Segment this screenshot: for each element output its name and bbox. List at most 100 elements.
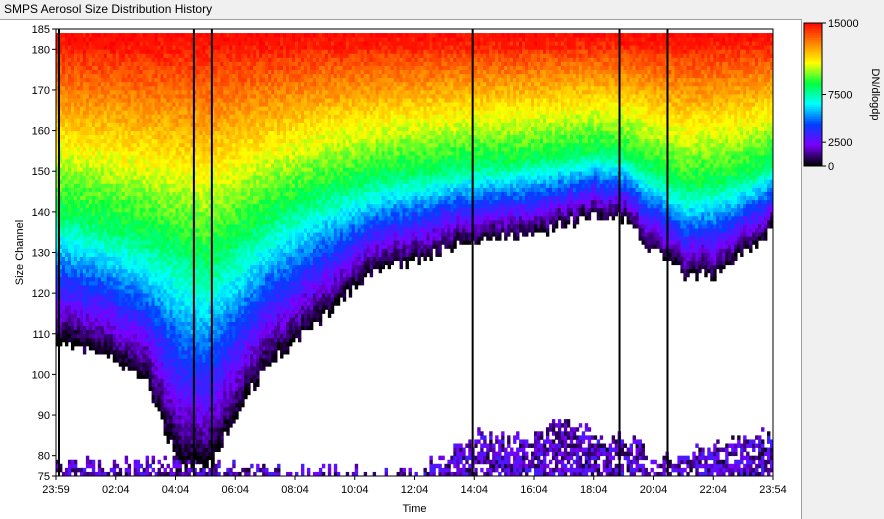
heatmap-cell — [100, 289, 105, 294]
heatmap-cell — [178, 236, 182, 241]
heatmap-cell — [211, 94, 215, 99]
heatmap-cell — [169, 61, 173, 66]
heatmap-cell — [118, 325, 123, 331]
heatmap-cell — [196, 394, 200, 400]
heatmap-cell — [142, 45, 147, 50]
heatmap-cell — [193, 85, 197, 91]
heatmap-cell — [154, 65, 158, 71]
heatmap-cell — [163, 350, 167, 355]
heatmap-cell — [205, 386, 209, 392]
heatmap-cell — [136, 325, 141, 331]
heatmap-cell — [202, 309, 206, 314]
heatmap-cell — [106, 45, 111, 50]
heatmap-cell — [193, 256, 197, 262]
heatmap-cell — [130, 187, 135, 192]
heatmap-cell — [163, 305, 167, 310]
heatmap-cell — [76, 280, 81, 286]
heatmap-cell — [160, 142, 164, 148]
heatmap-cell — [163, 301, 167, 306]
heatmap-cell — [103, 110, 108, 115]
heatmap-cell — [166, 354, 170, 359]
heatmap-cell — [196, 236, 200, 241]
heatmap-cell — [178, 378, 182, 383]
heatmap-cell — [172, 309, 176, 314]
heatmap-cell — [85, 236, 90, 241]
heatmap-cell — [148, 313, 152, 318]
heatmap-cell — [187, 382, 191, 387]
heatmap-cell — [178, 179, 182, 184]
heatmap-cell — [79, 114, 84, 119]
heatmap-cell — [94, 130, 99, 136]
heatmap-cell — [79, 333, 84, 339]
heatmap-cell — [85, 244, 90, 249]
heatmap-cell — [127, 350, 132, 355]
heatmap-cell — [109, 142, 114, 148]
heatmap-cell — [205, 94, 209, 99]
heatmap-cell — [58, 146, 63, 152]
heatmap-cell — [139, 33, 144, 38]
heatmap-cell — [190, 419, 194, 424]
heatmap-cell — [136, 285, 141, 290]
heatmap-cell — [217, 435, 221, 440]
heatmap-cell — [190, 150, 194, 156]
heatmap-cell — [190, 272, 194, 278]
heatmap-cell — [97, 159, 102, 164]
heatmap-cell — [157, 207, 161, 213]
heatmap-cell — [130, 122, 135, 127]
heatmap-cell — [67, 114, 72, 119]
heatmap-cell — [166, 236, 170, 241]
heatmap-cell — [196, 471, 200, 477]
heatmap-cell — [133, 89, 138, 95]
heatmap-cell — [112, 215, 117, 221]
heatmap-cell — [169, 264, 173, 270]
heatmap-cell — [82, 167, 87, 172]
heatmap-cell — [82, 138, 87, 144]
heatmap-cell — [169, 276, 173, 282]
heatmap-cell — [97, 228, 102, 233]
heatmap-cell — [187, 309, 191, 314]
heatmap-cell — [151, 98, 155, 103]
heatmap-cell — [130, 240, 135, 245]
heatmap-cell — [196, 191, 200, 197]
heatmap-cell — [67, 53, 72, 58]
heatmap-cell — [157, 390, 161, 396]
heatmap-cell — [142, 240, 147, 245]
heatmap-cell — [67, 45, 72, 50]
heatmap-cell — [145, 179, 150, 184]
heatmap-cell — [76, 236, 81, 241]
heatmap-cell — [112, 33, 117, 38]
heatmap-cell — [187, 435, 191, 440]
heatmap-cell — [154, 394, 158, 400]
heatmap-cell — [91, 134, 96, 140]
heatmap-cell — [172, 321, 176, 327]
heatmap-cell — [121, 61, 126, 66]
heatmap-cell — [175, 305, 179, 310]
heatmap-cell — [130, 333, 135, 339]
heatmap-cell — [118, 280, 123, 286]
heatmap-cell — [196, 81, 200, 87]
heatmap-cell — [181, 98, 185, 103]
heatmap-cell — [91, 337, 96, 343]
heatmap-cell — [100, 191, 105, 197]
heatmap-cell — [199, 211, 203, 217]
heatmap-cell — [85, 159, 90, 164]
heatmap-cell — [217, 443, 221, 448]
heatmap-cell — [100, 224, 105, 229]
heatmap-cell — [184, 317, 188, 322]
heatmap-cell — [169, 215, 173, 221]
heatmap-cell — [214, 431, 218, 436]
heatmap-cell — [88, 167, 93, 172]
heatmap-cell — [97, 187, 102, 192]
heatmap-cell — [199, 179, 203, 184]
heatmap-cell — [178, 345, 182, 351]
heatmap-cell — [184, 248, 188, 253]
heatmap-cell — [163, 118, 167, 123]
heatmap-cell — [172, 423, 176, 428]
heatmap-cell — [184, 313, 188, 318]
heatmap-cell — [100, 301, 105, 306]
heatmap-cell — [205, 211, 209, 217]
heatmap-cell — [202, 362, 206, 367]
heatmap-cell — [196, 272, 200, 278]
heatmap-cell — [175, 354, 179, 359]
heatmap-cell — [160, 199, 164, 205]
